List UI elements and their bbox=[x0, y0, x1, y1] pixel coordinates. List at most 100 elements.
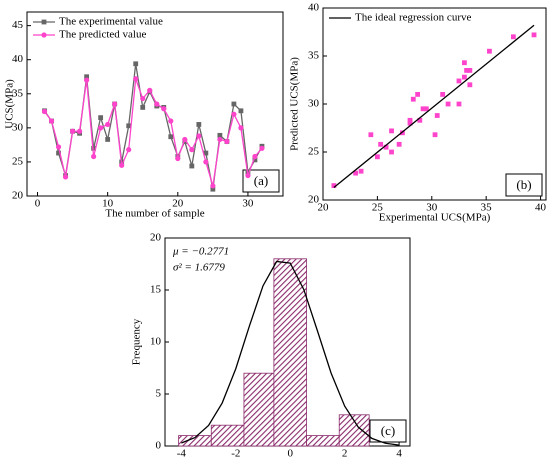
point bbox=[98, 115, 104, 121]
point bbox=[168, 118, 174, 124]
point bbox=[464, 68, 469, 73]
point bbox=[467, 68, 473, 73]
point bbox=[259, 145, 265, 151]
x-tick-label: 0 bbox=[287, 448, 293, 459]
point bbox=[252, 157, 258, 163]
point bbox=[210, 186, 216, 192]
point bbox=[91, 145, 97, 151]
y-tick-label: 20 bbox=[308, 194, 320, 206]
point bbox=[378, 141, 384, 147]
legend-label: The predicted value bbox=[59, 29, 146, 41]
point bbox=[440, 92, 446, 97]
point bbox=[238, 125, 244, 131]
point bbox=[189, 163, 195, 169]
point bbox=[487, 48, 492, 54]
point bbox=[434, 113, 440, 118]
x-tick-label: 40 bbox=[535, 202, 547, 214]
y-tick-label: 30 bbox=[308, 98, 320, 110]
point bbox=[389, 149, 394, 155]
x-tick-label: 2 bbox=[342, 448, 348, 459]
point bbox=[161, 106, 167, 112]
point bbox=[238, 108, 244, 114]
point bbox=[417, 117, 423, 123]
y-axis-label: Frequency bbox=[131, 318, 143, 365]
panel-label-box bbox=[242, 169, 280, 193]
y-tick-label: 20 bbox=[150, 232, 162, 244]
point bbox=[331, 183, 337, 188]
point bbox=[462, 74, 467, 80]
x-tick-label: 25 bbox=[372, 202, 384, 214]
histogram-bar bbox=[210, 424, 245, 447]
point bbox=[231, 111, 237, 117]
plot-frame bbox=[26, 11, 284, 197]
point bbox=[69, 128, 76, 134]
point bbox=[84, 74, 90, 80]
panel-label: (a) bbox=[254, 173, 268, 188]
x-axis-label: The number of sample bbox=[105, 208, 204, 220]
y-tick-label: 30 bbox=[12, 121, 24, 133]
y-tick-label: 15 bbox=[150, 284, 162, 296]
point bbox=[77, 128, 83, 134]
point bbox=[62, 174, 69, 180]
point bbox=[217, 132, 223, 138]
point bbox=[41, 108, 48, 115]
panel-label: (b) bbox=[516, 177, 531, 192]
point bbox=[91, 153, 97, 160]
x-tick-label: 35 bbox=[481, 202, 493, 214]
point bbox=[84, 77, 90, 83]
point bbox=[389, 128, 394, 134]
y-tick-label: 5 bbox=[156, 388, 162, 400]
y-tick-label: 35 bbox=[12, 87, 24, 99]
x-tick-label: 30 bbox=[426, 202, 438, 214]
annotation: μ = −0.2771 bbox=[172, 246, 229, 258]
point bbox=[189, 147, 195, 153]
point bbox=[56, 150, 61, 156]
point bbox=[383, 144, 389, 150]
annotation: σ² = 1.6779 bbox=[173, 262, 225, 274]
point bbox=[175, 155, 181, 162]
point bbox=[203, 159, 209, 165]
point bbox=[203, 150, 209, 156]
point bbox=[423, 106, 429, 112]
legend-label: The experimental value bbox=[59, 16, 163, 28]
point bbox=[420, 106, 426, 112]
point bbox=[147, 87, 153, 93]
point bbox=[407, 117, 413, 123]
point bbox=[374, 154, 380, 160]
histogram-bar bbox=[306, 435, 340, 447]
histogram-bar bbox=[243, 372, 275, 447]
point bbox=[55, 144, 62, 150]
histogram-bar bbox=[338, 414, 370, 447]
point bbox=[396, 141, 402, 147]
legend-marker bbox=[41, 19, 47, 25]
point bbox=[105, 121, 111, 128]
legend-label: The ideal regression curve bbox=[355, 12, 471, 24]
point bbox=[353, 170, 359, 176]
panel-label: (c) bbox=[381, 423, 395, 438]
y-tick-label: 35 bbox=[308, 50, 320, 62]
point bbox=[510, 34, 516, 40]
x-axis-label: Error bbox=[276, 458, 300, 459]
point bbox=[445, 101, 451, 107]
y-tick-label: 10 bbox=[150, 336, 162, 348]
y-tick-label: 40 bbox=[308, 2, 320, 14]
legend-marker bbox=[41, 32, 47, 38]
point bbox=[245, 172, 251, 179]
y-tick-label: 40 bbox=[12, 53, 24, 65]
point bbox=[112, 101, 118, 107]
x-tick-label: 20 bbox=[318, 202, 330, 214]
point bbox=[432, 132, 438, 138]
point bbox=[196, 133, 202, 139]
y-tick-label: 45 bbox=[12, 19, 24, 31]
x-tick-label: 10 bbox=[102, 198, 114, 210]
point bbox=[48, 118, 55, 124]
point bbox=[358, 168, 364, 174]
point bbox=[462, 60, 467, 66]
x-tick-label: 0 bbox=[35, 198, 41, 210]
y-tick-label: 0 bbox=[156, 440, 162, 452]
point bbox=[133, 76, 139, 82]
point bbox=[456, 101, 462, 107]
point bbox=[140, 95, 146, 102]
point bbox=[168, 134, 174, 140]
